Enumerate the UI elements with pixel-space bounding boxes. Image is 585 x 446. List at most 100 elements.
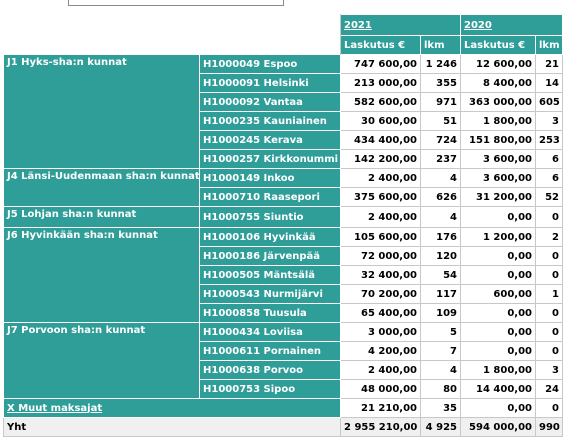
year-cell: 2020 (460, 14, 563, 36)
value-cell: 1 200,00 (460, 227, 536, 247)
value-cell: 21 (535, 54, 563, 74)
value-cell: 24 (535, 379, 563, 399)
value-cell: 1 (535, 284, 563, 304)
value-cell: 1 800,00 (460, 111, 536, 131)
value-cell: 582 600,00 (340, 92, 421, 112)
value-cell: 0 (535, 341, 563, 361)
group-name: J6 Hyvinkään sha:n kunnat (3, 227, 200, 323)
value-cell: 434 400,00 (340, 130, 421, 150)
value-cell: 0,00 (460, 246, 536, 266)
value-cell: 6 (535, 168, 563, 188)
unit-name: H1000505 Mäntsälä (199, 265, 341, 285)
value-cell: 2 (535, 227, 563, 247)
group-name: J4 Länsi-Uudenmaan sha:n kunnat (3, 168, 200, 207)
data-row: H1000257 Kirkkonummi 142 200,00 237 3 600,0… (4, 149, 563, 169)
select-box[interactable] (68, 0, 284, 6)
group-name: J5 Lohjan sha:n kunnat (3, 206, 200, 228)
group-name: J7 Porvoon sha:n kunnat (3, 322, 200, 399)
value-cell: 7 (420, 341, 461, 361)
value-cell: 4 200,00 (340, 341, 421, 361)
data-row: J1 Hyks-sha:n kunnat H1000049 Espoo 747 60… (3, 54, 563, 169)
value-cell: 51 (420, 111, 461, 131)
value-cell: 6 (535, 149, 563, 169)
value-cell: 3 000,00 (340, 322, 421, 342)
data-row: H1000611 Pornainen 4 200,00 7 0,00 0 (4, 341, 563, 361)
unit-name: H1000186 Järvenpää (199, 246, 341, 266)
year-link[interactable]: 2020 (464, 19, 492, 31)
value-cell: 21 210,00 (340, 398, 421, 418)
data-row: H1000710 Raasepori 375 600,00 626 31 200,00… (4, 187, 563, 207)
unit-name: H1000235 Kauniainen (199, 111, 341, 131)
unit-name: H1000049 Espoo (199, 54, 341, 74)
data-row: H1000543 Nurmijärvi 70 200,00 117 600,00 1 (4, 284, 563, 304)
value-cell: 30 600,00 (340, 111, 421, 131)
value-cell: 3 600,00 (460, 168, 536, 188)
value-cell: 2 400,00 (340, 168, 421, 188)
value-cell: 0 (535, 246, 563, 266)
other-label-cell: X Muut maksajat (3, 398, 341, 418)
data-row: J6 Hyvinkään sha:n kunnat H1000106 Hyvink… (3, 227, 563, 323)
value-cell: 117 (420, 284, 461, 304)
data-row: H1000235 Kauniainen 30 600,00 51 1 800,00 3 (4, 111, 563, 131)
value-cell: 80 (420, 379, 461, 399)
value-cell: 14 (535, 73, 563, 93)
unit-name: H1000755 Siuntio (199, 206, 341, 228)
data-row: H1000638 Porvoo 2 400,00 4 1 800,00 3 (4, 360, 563, 380)
value-cell: 1 246 (420, 54, 461, 74)
year-link[interactable]: 2021 (344, 19, 372, 31)
empty-cell (3, 14, 341, 36)
value-cell: 70 200,00 (340, 284, 421, 304)
value-cell: 0 (535, 206, 563, 228)
unit-name: H1000245 Kerava (199, 130, 341, 150)
unit-name: H1000091 Helsinki (199, 73, 341, 93)
other-link[interactable]: X Muut maksajat (7, 402, 103, 414)
value-cell: 4 (420, 360, 461, 380)
value-cell: 2 400,00 (340, 206, 421, 228)
unit-name: H1000710 Raasepori (199, 187, 341, 207)
value-cell: 724 (420, 130, 461, 150)
value-cell: 3 600,00 (460, 149, 536, 169)
other-row: X Muut maksajat 21 210,00 35 0,00 0 (3, 398, 563, 418)
column-header: Laskutus € (340, 35, 421, 55)
value-cell: 3 (535, 360, 563, 380)
value-cell: 237 (420, 149, 461, 169)
column-header: Laskutus € (460, 35, 536, 55)
unit-name: H1000257 Kirkkonummi (199, 149, 341, 169)
value-cell: 0 (535, 322, 563, 342)
unit-name: H1000858 Tuusula (199, 303, 341, 323)
column-header: lkm (535, 35, 563, 55)
empty-cell (3, 35, 341, 55)
value-cell: 213 000,00 (340, 73, 421, 93)
value-cell: 176 (420, 227, 461, 247)
total-row: Yht 2 955 210,00 4 925 594 000,00 990 (3, 417, 563, 437)
value-cell: 151 800,00 (460, 130, 536, 150)
year-header-row: 2021 2020 (3, 14, 563, 36)
value-cell: 0,00 (460, 341, 536, 361)
value-cell: 105 600,00 (340, 227, 421, 247)
column-header: lkm (420, 35, 461, 55)
data-row: J7 Porvoon sha:n kunnat H1000434 Loviisa 3… (3, 322, 563, 399)
data-row: J4 Länsi-Uudenmaan sha:n kunnat H1000149 … (3, 168, 563, 207)
total-value: 2 955 210,00 (340, 417, 421, 437)
value-cell: 65 400,00 (340, 303, 421, 323)
data-row: J5 Lohjan sha:n kunnat H1000755 Siuntio 2 … (3, 206, 563, 228)
value-cell: 0,00 (460, 265, 536, 285)
value-cell: 48 000,00 (340, 379, 421, 399)
column-header-row: Laskutus € lkm Laskutus € lkm (3, 35, 563, 55)
total-label: Yht (3, 417, 341, 437)
total-value: 594 000,00 (460, 417, 536, 437)
value-cell: 72 000,00 (340, 246, 421, 266)
value-cell: 605 (535, 92, 563, 112)
value-cell: 52 (535, 187, 563, 207)
unit-name: H1000611 Pornainen (199, 341, 341, 361)
value-cell: 4 (420, 206, 461, 228)
value-cell: 109 (420, 303, 461, 323)
data-row: H1000753 Sipoo 48 000,00 80 14 400,00 24 (4, 379, 563, 399)
value-cell: 0,00 (460, 322, 536, 342)
billing-table: 2021 2020 Laskutus € lkm Laskutus € lkm … (3, 14, 563, 437)
value-cell: 1 800,00 (460, 360, 536, 380)
total-value: 990 (535, 417, 563, 437)
year-cell: 2021 (340, 14, 461, 36)
value-cell: 31 200,00 (460, 187, 536, 207)
value-cell: 600,00 (460, 284, 536, 304)
